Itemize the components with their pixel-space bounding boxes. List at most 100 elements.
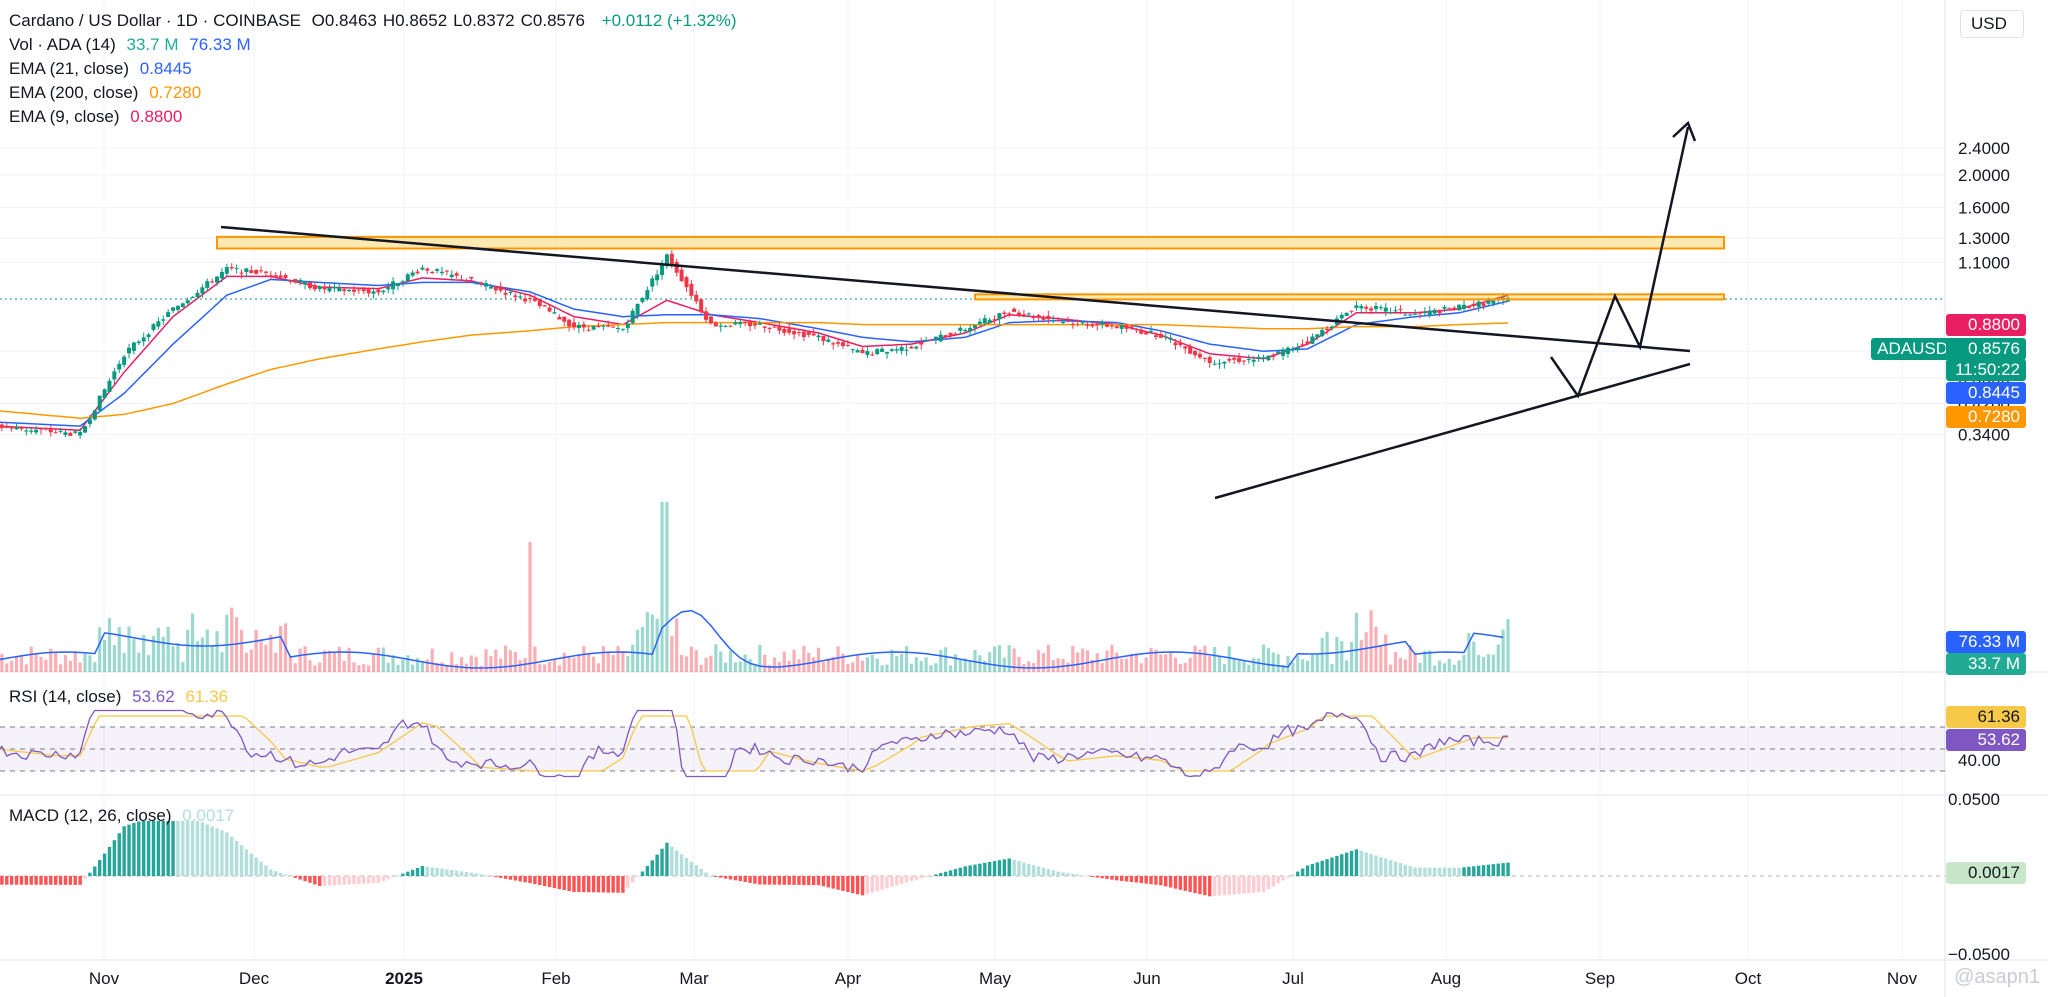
candle-body [249,270,254,273]
candle-body [865,351,870,355]
legend-ema9[interactable]: EMA (9, close) 0.8800 [9,106,188,128]
macd-histogram-bar [714,876,718,877]
candle-body [816,335,821,338]
legend-volume[interactable]: Vol · ADA (14) 33.7 M 76.33 M [9,34,257,56]
macd-histogram-bar [166,821,170,876]
volume-bar [1447,658,1451,672]
candle-body [855,350,860,353]
volume-bar [1467,633,1471,672]
macd-histogram-bar [973,864,977,876]
macd-histogram-bar [611,876,615,893]
macd-histogram-bar [1335,855,1339,876]
macd-histogram-bar [528,876,532,884]
macd-histogram-bar [958,867,963,876]
volume-bar [1071,645,1075,672]
candle-body [630,310,635,324]
volume-bar [538,664,542,672]
volume-bar [171,646,175,672]
volume-bar [24,664,28,672]
macd-histogram-bar [743,876,747,882]
macd-histogram-bar [14,876,19,885]
candle-body [635,303,640,315]
time-tick-label: May [979,969,1012,988]
macd-histogram-bar [679,854,684,876]
candle-body [640,297,645,302]
macd-histogram-bar [489,876,493,877]
volume-bar [1217,656,1222,672]
macd-histogram-bar [1359,850,1364,876]
candle-body [1300,344,1305,346]
volume-bar [98,627,102,672]
volume-bar [1051,659,1055,672]
volume-bar [552,659,557,672]
volume-bar [948,665,953,672]
volume-bar [934,663,938,672]
volume-bar [1080,648,1085,672]
volume-bar [1100,663,1104,672]
ascending-trendline [1214,362,1691,500]
candle-body [347,289,352,292]
volume-bar [1213,646,1217,672]
candle-body [664,254,669,267]
volume-bar [694,650,698,672]
macd-histogram-bar [156,821,161,876]
macd-histogram-bar [943,871,948,876]
candle-body [1105,324,1110,327]
candle-body [884,351,889,354]
currency-selector[interactable]: USD [1960,10,2024,38]
candle-body [1476,301,1481,307]
macd-histogram-bar [870,876,875,893]
candle-body [317,286,322,290]
volume-bar [88,655,92,672]
volume-bar [1237,660,1241,672]
volume-bar [978,655,982,672]
candle-body [439,271,444,274]
candle-body [1119,325,1124,329]
macd-histogram-bar [264,865,268,876]
volume-bar [1183,662,1187,672]
macd-histogram-bar [899,876,904,884]
volume-bar [156,627,160,672]
macd-histogram-bar [464,872,469,876]
candle-body [679,269,684,282]
macd-histogram-bar [1149,876,1153,885]
volume-bar [1457,660,1461,672]
volume-bar [1291,662,1295,672]
candle-body [801,331,806,337]
volume-bar [455,664,459,672]
candle-body [425,268,430,271]
volume-bar [870,654,874,672]
macd-histogram-bar [1115,876,1119,881]
macd-histogram-bar [93,866,97,876]
price-tick-label: 0.3400 [1958,426,2010,445]
macd-histogram-bar [1428,867,1432,876]
volume-bar [973,649,977,672]
candle-body [537,300,542,307]
macd-histogram-bar [39,876,43,885]
macd-histogram-bar [1481,865,1486,876]
volume-bar [503,645,508,672]
volume-bar [44,659,48,672]
price-tick-label: 2.4000 [1958,139,2010,158]
volume-bar [161,636,165,672]
candle-body [508,291,513,293]
macd-histogram-bar [772,876,777,885]
macd-histogram-bar [1046,869,1051,876]
candle-body [1462,304,1466,309]
macd-histogram-bar [406,871,410,876]
legend-rsi[interactable]: RSI (14, close) 53.62 61.36 [9,686,234,708]
macd-histogram-bar [63,876,68,885]
legend-ema200[interactable]: EMA (200, close) 0.7280 [9,82,207,104]
volume-bar [205,629,209,672]
macd-histogram-bar [239,845,244,876]
macd-histogram-bar [1325,859,1329,876]
volume-bar [10,660,14,672]
legend-macd[interactable]: MACD (12, 26, close) 0.0017 [9,805,240,827]
candle-body [498,286,503,291]
macd-histogram-bar [1364,852,1368,876]
candle-body [840,342,845,347]
legend-ema21[interactable]: EMA (21, close) 0.8445 [9,58,198,80]
macd-histogram-bar [948,870,953,876]
macd-histogram-bar [895,876,899,886]
